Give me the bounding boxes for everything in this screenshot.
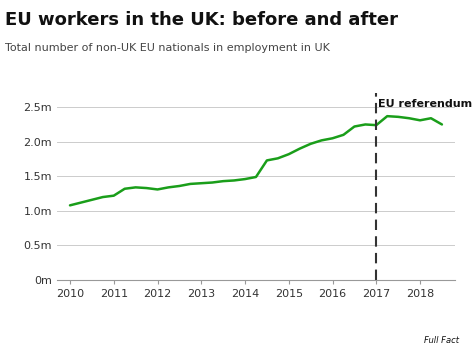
Text: Total number of non-UK EU nationals in employment in UK: Total number of non-UK EU nationals in e…: [5, 43, 329, 53]
Text: EU referendum: EU referendum: [378, 99, 472, 109]
Text: Source: Office for National Statistics, UK labour market: December 2018, EMP06:
: Source: Office for National Statistics, …: [5, 307, 371, 326]
Text: EU workers in the UK: before and after: EU workers in the UK: before and after: [5, 11, 398, 29]
Text: Full Fact: Full Fact: [424, 336, 459, 345]
